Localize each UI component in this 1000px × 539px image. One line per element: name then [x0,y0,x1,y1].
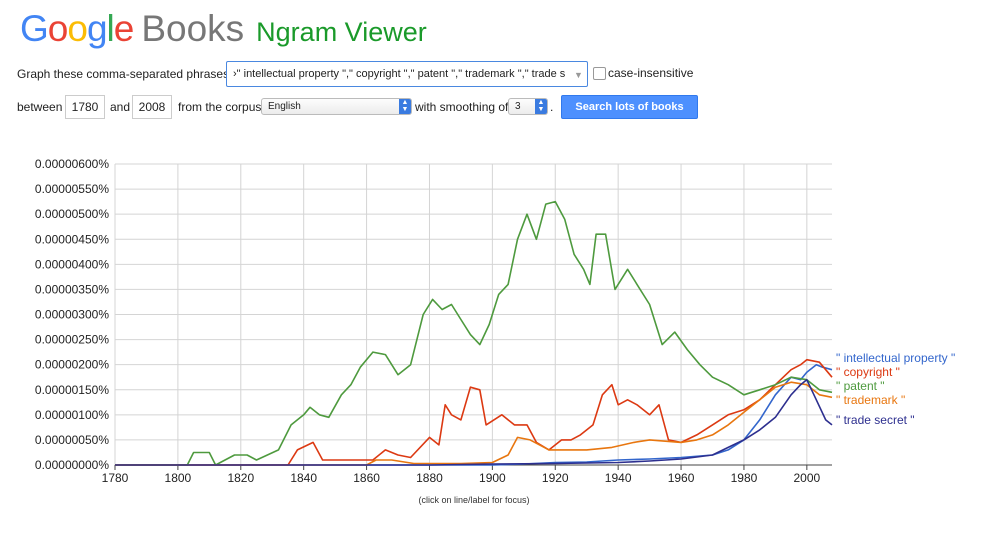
series-line[interactable] [115,381,833,466]
app-title: Ngram Viewer [256,17,427,47]
corpus-select[interactable]: English ▲ ▼ [261,98,412,115]
y-tick-label: 0.00000300% [35,308,109,322]
logo-letter: G [20,8,49,49]
x-tick-label: 1920 [542,471,569,485]
and-label: and [110,100,131,114]
between-label: between [17,100,63,114]
legend-label[interactable]: " copyright " [836,365,900,379]
legend-label[interactable]: " patent " [836,379,885,393]
x-tick-label: 1840 [290,471,317,485]
y-tick-label: 0.00000400% [35,257,109,271]
search-button[interactable]: Search lots of books [561,95,698,119]
books-wordmark: Books [141,8,245,49]
x-tick-label: 2000 [793,471,820,485]
legend-label[interactable]: " trade secret " [836,413,915,427]
y-tick-label: 0.00000050% [35,433,109,447]
logo-letter: o [47,8,69,49]
phrases-input[interactable]: ›" intellectual property "," copyright "… [226,61,588,87]
x-axis-ticks: 1780 1800 1820 1840 1860 1880 1900 1920 1940 1960… [102,464,832,485]
chart-legend[interactable]: " intellectual property "" copyright "" … [836,351,955,427]
google-wordmark: Google [20,8,135,50]
chart-series[interactable] [115,200,833,466]
series-line[interactable] [115,200,833,466]
y-tick-label: 0.00000500% [35,207,109,221]
x-tick-label: 1860 [353,471,380,485]
start-year-input[interactable]: 1780 [65,95,105,119]
google-books-logo[interactable]: Google Books Ngram Viewer [20,8,427,52]
smoothing-select[interactable]: 3 ▲ ▼ [508,98,548,115]
y-tick-label: 0.00000550% [35,182,109,196]
smoothing-suffix: . [550,100,554,114]
legend-label[interactable]: " intellectual property " [836,351,955,365]
x-tick-label: 1800 [165,471,192,485]
y-tick-label: 0.00000350% [35,282,109,296]
chart-focus-note: (click on line/label for focus) [418,495,530,505]
logo-letter: e [113,8,135,49]
select-arrows-icon: ▲ ▼ [399,99,411,114]
y-tick-label: 0.00000600% [35,157,109,171]
y-tick-label: 0.00000450% [35,232,109,246]
logo-letter: g [86,8,108,49]
series-line[interactable] [115,378,833,466]
y-tick-label: 0.00000000% [35,458,109,472]
chart-grid [114,163,832,466]
end-year-input[interactable]: 2008 [132,95,172,119]
x-tick-label: 1880 [416,471,443,485]
logo-letter: l [106,8,115,49]
logo-letter: o [67,8,88,49]
x-tick-label: 1780 [102,471,129,485]
series-line[interactable] [115,358,833,466]
y-tick-label: 0.00000200% [35,358,109,372]
corpus-label: from the corpus [178,100,262,114]
select-arrows-icon: ▲ ▼ [535,99,547,114]
corpus-select-value: English [268,101,301,112]
case-insensitive-label: case-insensitive [608,66,694,80]
x-tick-label: 1960 [668,471,695,485]
smoothing-label: with smoothing of [415,100,509,114]
x-tick-label: 1820 [227,471,254,485]
legend-label[interactable]: " trademark " [836,393,905,407]
phrases-label: Graph these comma-separated phrases: [17,67,233,81]
x-tick-label: 1900 [479,471,506,485]
y-tick-label: 0.00000100% [35,408,109,422]
y-tick-label: 0.00000150% [35,383,109,397]
y-axis-ticks: 0.00000000% 0.00000050% 0.00000100% 0.00000… [35,157,109,472]
y-tick-label: 0.00000250% [35,333,109,347]
dropdown-caret-icon[interactable]: ▼ [574,70,583,80]
ngram-chart: 0.00000000% 0.00000050% 0.00000100% 0.00000… [35,157,955,485]
smoothing-select-value: 3 [515,101,521,112]
x-tick-label: 1940 [605,471,632,485]
case-insensitive-checkbox[interactable] [593,67,606,80]
x-tick-label: 1980 [731,471,758,485]
